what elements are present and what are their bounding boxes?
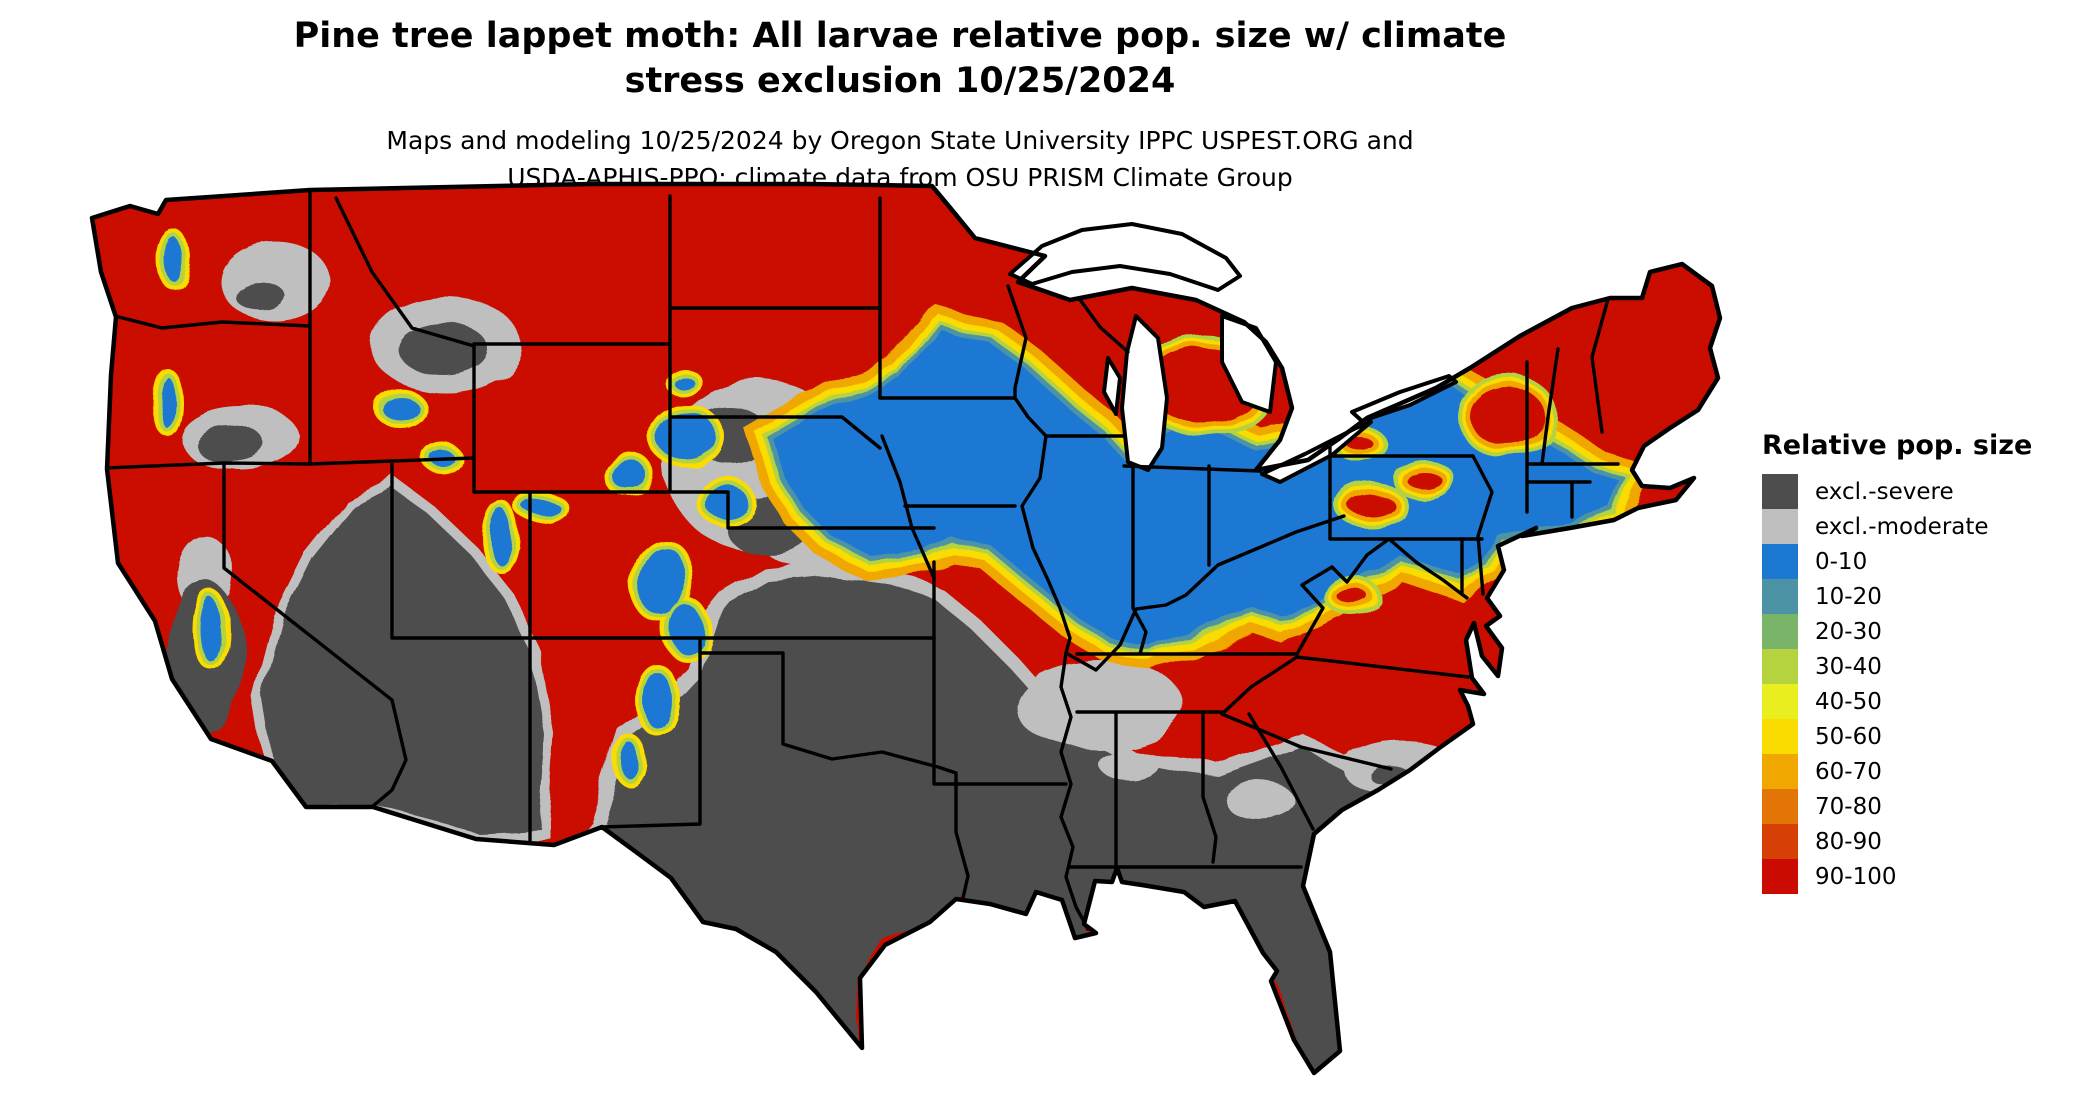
- legend-label-r10: 10-20: [1815, 583, 1882, 610]
- legend-swatch: [1762, 579, 1798, 614]
- legend-row: 60-70: [1762, 754, 2032, 789]
- legend-label-mod: excl.-moderate: [1815, 513, 1989, 540]
- legend-swatch: [1762, 789, 1798, 824]
- legend-swatch: [1762, 544, 1798, 579]
- legend-swatch: [1762, 754, 1798, 789]
- lake-superior: [1008, 222, 1242, 292]
- us-map-svg: [89, 181, 1723, 1097]
- legend-swatch: [1762, 684, 1798, 719]
- us-outline: [89, 181, 1723, 1076]
- page-title: Pine tree lappet moth: All larvae relati…: [70, 14, 1730, 104]
- us-map: [70, 176, 1730, 1116]
- legend-rows: excl.-severe excl.-moderate 0-10 10-20 2…: [1762, 474, 2032, 894]
- legend-title: Relative pop. size: [1762, 430, 2033, 461]
- legend-label-r70: 70-80: [1815, 793, 1882, 820]
- legend-row: 90-100: [1762, 859, 2032, 894]
- legend-row: 10-20: [1762, 579, 2032, 614]
- legend: Relative pop. size excl.-severe excl.-mo…: [1762, 430, 2032, 894]
- legend-row: 0-10: [1762, 544, 2032, 579]
- page-subtitle: Maps and modeling 10/25/2024 by Oregon S…: [70, 122, 1730, 196]
- legend-label-r30: 30-40: [1815, 653, 1882, 680]
- legend-swatch: [1762, 859, 1798, 894]
- legend-label-r60: 60-70: [1815, 758, 1882, 785]
- legend-label-r40: 40-50: [1815, 688, 1882, 715]
- legend-swatch: [1762, 614, 1798, 649]
- legend-row: 30-40: [1762, 649, 2032, 684]
- legend-row: 40-50: [1762, 684, 2032, 719]
- legend-row: excl.-severe: [1762, 474, 2032, 509]
- legend-label-sev: excl.-severe: [1815, 478, 1954, 505]
- legend-label-r50: 50-60: [1815, 723, 1882, 750]
- legend-swatch: [1762, 474, 1798, 509]
- title-line-2: stress exclusion 10/25/2024: [624, 61, 1176, 101]
- subtitle-line-1: Maps and modeling 10/25/2024 by Oregon S…: [386, 126, 1414, 155]
- legend-label-r80: 80-90: [1815, 828, 1882, 855]
- legend-row: 70-80: [1762, 789, 2032, 824]
- title-line-1: Pine tree lappet moth: All larvae relati…: [293, 16, 1507, 56]
- legend-row: excl.-moderate: [1762, 509, 2032, 544]
- legend-row: 50-60: [1762, 719, 2032, 754]
- legend-row: 80-90: [1762, 824, 2032, 859]
- legend-swatch: [1762, 649, 1798, 684]
- legend-label-r90: 90-100: [1815, 863, 1897, 890]
- florida-keys: [1265, 1077, 1329, 1097]
- legend-label-r0: 0-10: [1815, 548, 1868, 575]
- legend-swatch: [1762, 509, 1798, 544]
- green-bay: [1102, 356, 1122, 416]
- state-borders: [104, 190, 1620, 931]
- legend-label-r20: 20-30: [1815, 618, 1882, 645]
- legend-swatch: [1762, 824, 1798, 859]
- lake-michigan: [1120, 314, 1169, 472]
- legend-row: 20-30: [1762, 614, 2032, 649]
- legend-swatch: [1762, 719, 1798, 754]
